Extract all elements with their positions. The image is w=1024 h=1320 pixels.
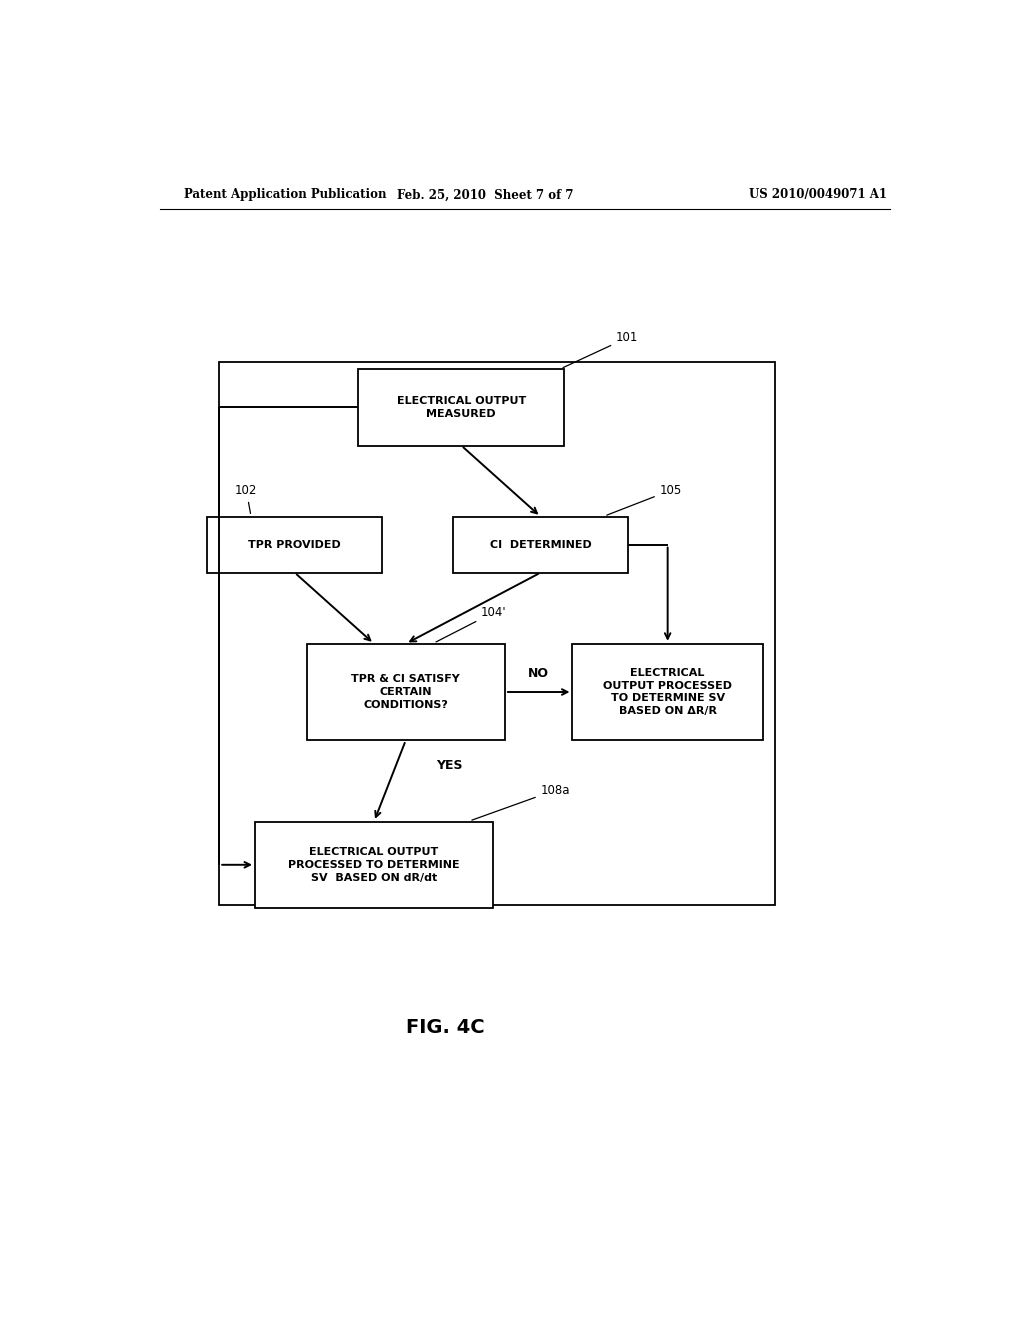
Text: 105: 105: [607, 484, 682, 515]
Bar: [306, 644, 505, 741]
Text: TPR & CI SATISFY
CERTAIN
CONDITIONS?: TPR & CI SATISFY CERTAIN CONDITIONS?: [351, 675, 460, 710]
Text: 102: 102: [236, 484, 257, 513]
Text: NO: NO: [528, 667, 549, 680]
Text: 101: 101: [563, 331, 638, 368]
Text: CI  DETERMINED: CI DETERMINED: [489, 540, 592, 549]
Text: ELECTRICAL OUTPUT
MEASURED: ELECTRICAL OUTPUT MEASURED: [396, 396, 526, 418]
Text: FIG. 4C: FIG. 4C: [407, 1018, 484, 1038]
Bar: [358, 370, 564, 446]
Text: 108a: 108a: [472, 784, 570, 820]
Text: 104': 104': [436, 606, 507, 642]
Text: YES: YES: [436, 759, 463, 772]
Text: Patent Application Publication: Patent Application Publication: [183, 189, 386, 202]
Bar: [219, 362, 775, 906]
Text: Feb. 25, 2010  Sheet 7 of 7: Feb. 25, 2010 Sheet 7 of 7: [397, 189, 573, 202]
Text: ELECTRICAL OUTPUT
PROCESSED TO DETERMINE
SV  BASED ON dR/dt: ELECTRICAL OUTPUT PROCESSED TO DETERMINE…: [288, 847, 460, 883]
Text: TPR PROVIDED: TPR PROVIDED: [248, 540, 341, 549]
Bar: [207, 516, 382, 573]
Text: ELECTRICAL
OUTPUT PROCESSED
TO DETERMINE SV
BASED ON ΔR/R: ELECTRICAL OUTPUT PROCESSED TO DETERMINE…: [603, 668, 732, 717]
Bar: [255, 821, 493, 908]
Bar: [572, 644, 763, 741]
Bar: [454, 516, 628, 573]
Text: US 2010/0049071 A1: US 2010/0049071 A1: [750, 189, 888, 202]
